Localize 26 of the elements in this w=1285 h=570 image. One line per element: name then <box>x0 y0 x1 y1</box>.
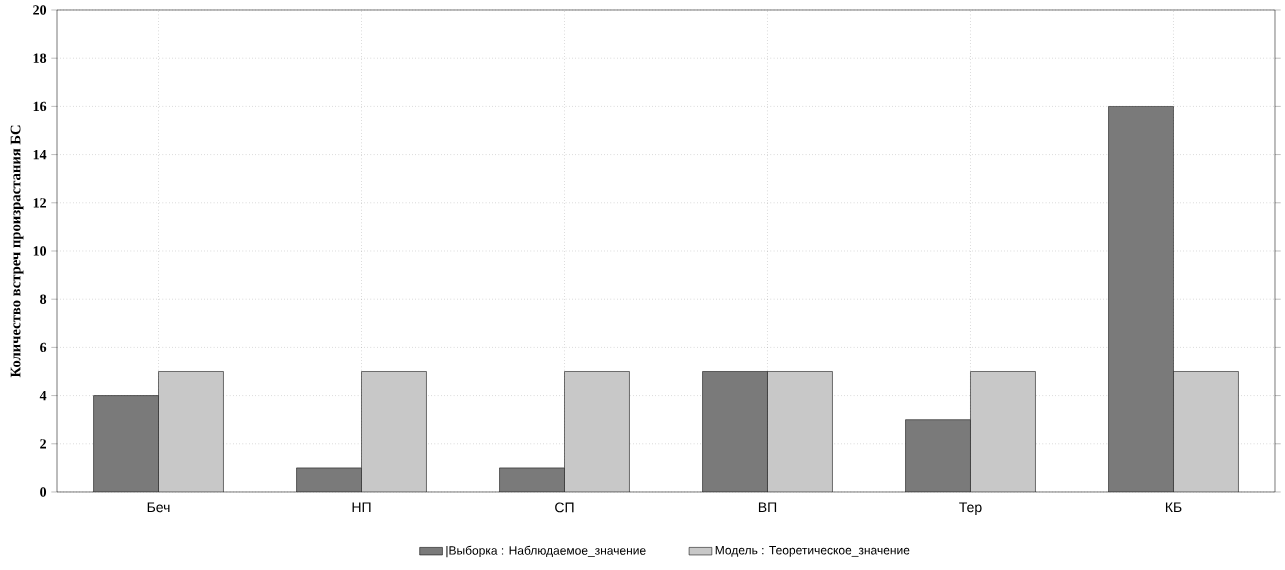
x-tick-label: Тер <box>959 502 982 515</box>
y-tick-label: 12 <box>33 198 47 208</box>
x-tick-label: ВП <box>758 502 777 513</box>
y-tick-label: 20 <box>33 5 47 15</box>
y-tick-label: 10 <box>33 246 47 256</box>
bar <box>296 467 362 492</box>
y-tick-label: 4 <box>39 390 47 401</box>
y-axis-title: Количество встреч произрастания БС <box>10 125 24 378</box>
bar <box>499 467 565 492</box>
y-tick-label: 8 <box>40 294 47 304</box>
legend-label: |Выборка : Наблюдаемое_значение <box>446 545 646 558</box>
bar <box>702 371 768 492</box>
bar <box>905 419 971 492</box>
bar <box>93 395 159 492</box>
y-tick-label: 0 <box>40 487 47 497</box>
y-tick-label: 2 <box>40 439 47 449</box>
x-tick-label: СП <box>555 502 574 513</box>
x-tick-label: Беч <box>147 502 170 513</box>
y-tick-label: 14 <box>33 149 47 160</box>
bar <box>1108 106 1174 492</box>
y-tick-label: 16 <box>33 101 47 112</box>
legend-label: Модель : Теоретическое_значение <box>715 546 910 557</box>
y-tick-label: 6 <box>40 342 47 353</box>
x-tick-label: НП <box>352 502 371 513</box>
y-tick-label: 18 <box>33 53 47 63</box>
x-tick-label: КБ <box>1165 502 1182 513</box>
